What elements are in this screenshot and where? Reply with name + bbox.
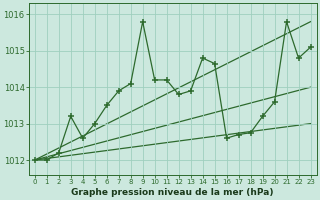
X-axis label: Graphe pression niveau de la mer (hPa): Graphe pression niveau de la mer (hPa) bbox=[71, 188, 274, 197]
